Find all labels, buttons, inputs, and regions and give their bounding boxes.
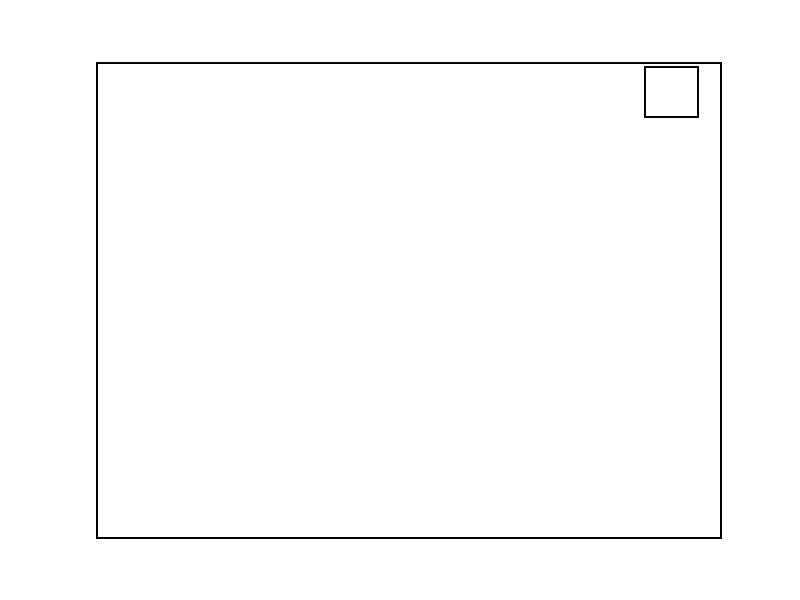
legend-item-fp xyxy=(653,93,690,109)
plot-border xyxy=(96,62,722,539)
legend xyxy=(644,66,699,118)
legend-item-tp xyxy=(653,75,690,91)
fp-color-swatch xyxy=(653,96,681,107)
plot-area xyxy=(96,62,722,539)
tp-color-swatch xyxy=(653,78,681,89)
